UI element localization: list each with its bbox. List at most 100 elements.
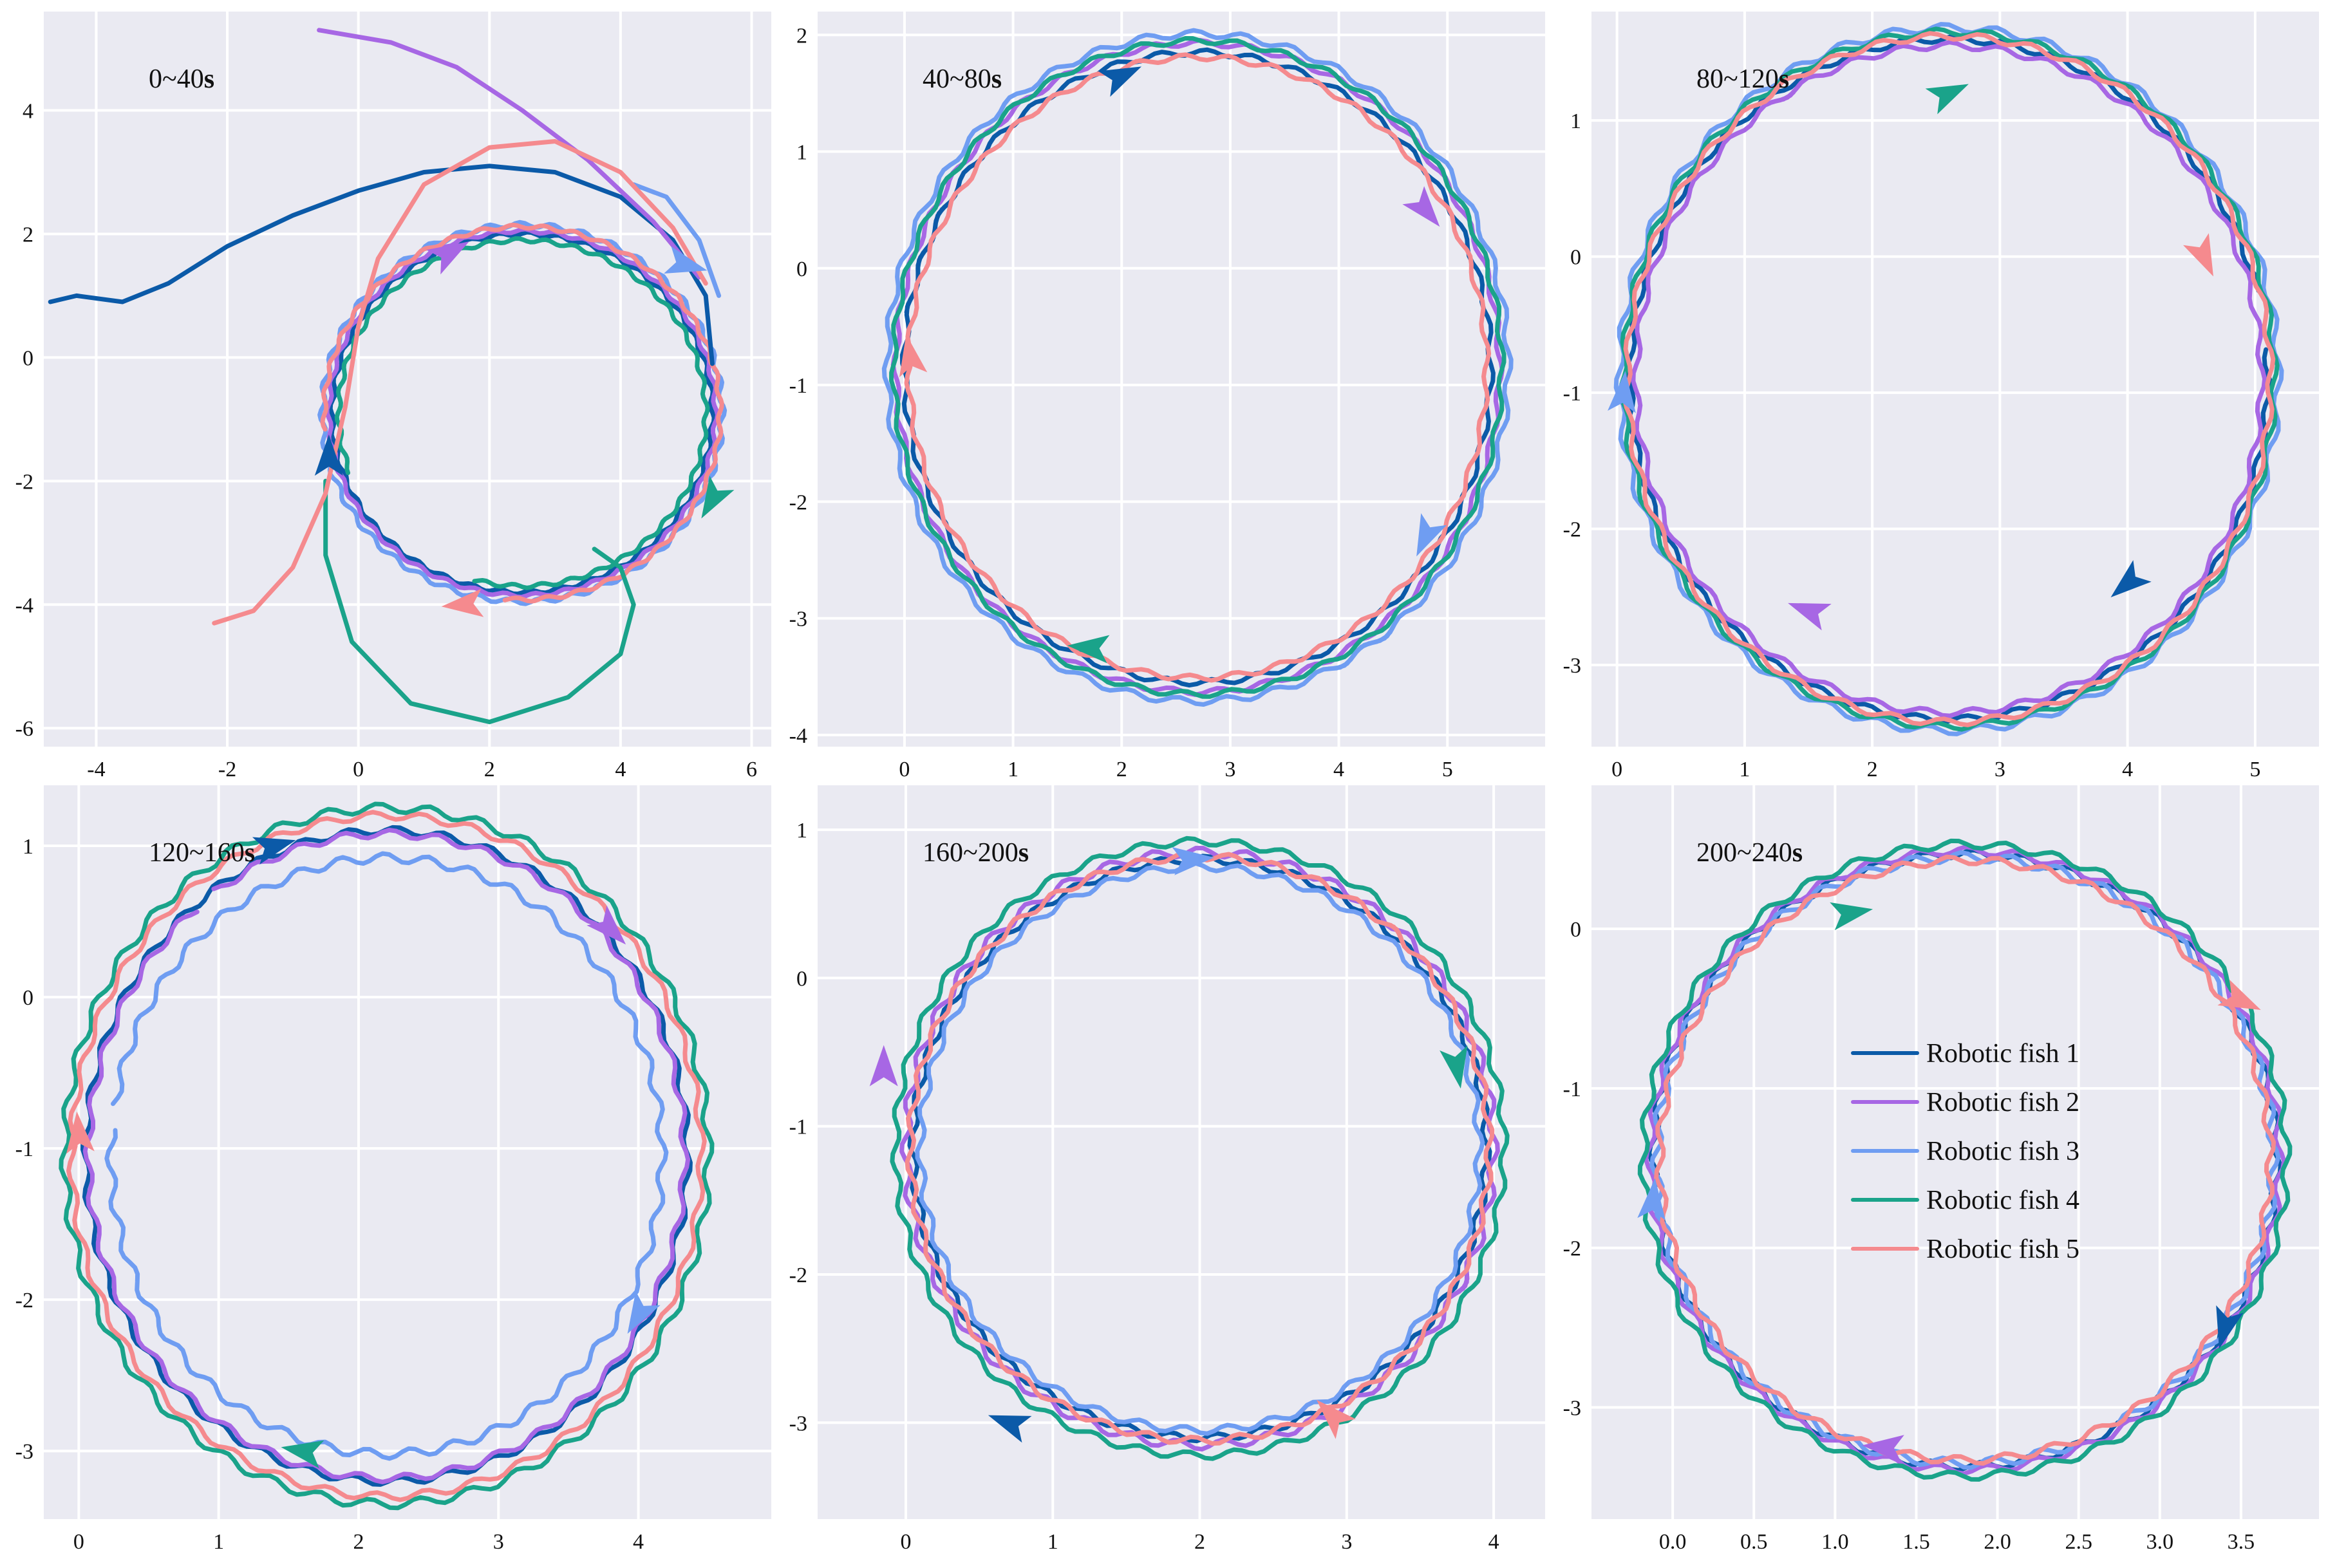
panel-title: 120~160s bbox=[149, 838, 255, 868]
direction-arrow-fish-4 bbox=[281, 1440, 324, 1469]
trajectory-fish-3 bbox=[881, 28, 1514, 707]
x-tick-label: 4 bbox=[1333, 758, 1344, 781]
y-tick-label: 2 bbox=[796, 24, 807, 48]
y-tick-label: -2 bbox=[1563, 518, 1581, 542]
y-tick-label: 1 bbox=[23, 835, 33, 859]
y-tick-label: -1 bbox=[789, 374, 807, 398]
panel-4: 0 1 2 3 4 -3 -2 -1 0 1 120~160s bbox=[15, 785, 771, 1554]
trajectory-fish-5 bbox=[904, 52, 1492, 683]
x-tick-label: 5 bbox=[1442, 758, 1453, 781]
x-tick-label: 3 bbox=[1341, 1530, 1352, 1554]
trajectory-fish-3 bbox=[1649, 850, 2281, 1470]
direction-arrow-fish-4 bbox=[1830, 902, 1873, 931]
direction-arrow-fish-4 bbox=[1440, 1045, 1468, 1089]
y-tick-label: -3 bbox=[1563, 654, 1581, 678]
trajectory-fish-1 bbox=[907, 854, 1492, 1444]
x-tick-label: 4 bbox=[2122, 758, 2133, 781]
y-tick-label: -3 bbox=[789, 1412, 807, 1435]
panel-title: 80~120s bbox=[1696, 64, 1789, 94]
direction-arrow-fish-3 bbox=[1172, 846, 1214, 875]
x-tick-label: 0 bbox=[1611, 758, 1622, 781]
x-tick-label: 2 bbox=[353, 1530, 364, 1554]
panel-title: 200~240s bbox=[1696, 838, 1803, 868]
x-tick-label: 3 bbox=[493, 1530, 504, 1554]
x-tick-label: 2 bbox=[484, 758, 495, 781]
x-tick-label: 3.0 bbox=[2146, 1530, 2174, 1554]
y-tick-label: 0 bbox=[1570, 918, 1581, 942]
x-tick-label: 4 bbox=[633, 1530, 644, 1554]
approach-path-fish-3 bbox=[631, 182, 722, 298]
direction-arrow-fish-4 bbox=[701, 476, 735, 519]
y-tick-label: 1 bbox=[1570, 109, 1581, 133]
direction-arrow-fish-3 bbox=[664, 246, 708, 274]
panel-title: 0~40s bbox=[149, 64, 214, 94]
direction-arrow-fish-3 bbox=[627, 1291, 661, 1334]
panel-2-background bbox=[818, 12, 1545, 747]
legend-label-fish-2: Robotic fish 2 bbox=[1926, 1088, 2079, 1117]
direction-arrow-fish-1 bbox=[1098, 66, 1142, 97]
trajectory-fish-5 bbox=[320, 222, 724, 604]
direction-arrow-fish-5 bbox=[66, 1111, 95, 1154]
direction-arrow-fish-5 bbox=[2182, 233, 2213, 277]
y-tick-label: -4 bbox=[15, 593, 33, 617]
trajectory-fish-1 bbox=[1647, 848, 2283, 1473]
x-tick-label: 0 bbox=[899, 758, 910, 781]
x-tick-label: 6 bbox=[746, 758, 757, 781]
approach-path-fish-2 bbox=[317, 28, 702, 280]
panel-2: 0 1 2 3 4 5 -4 -3 -2 -1 0 1 2 40~80s bbox=[789, 12, 1545, 781]
direction-arrow-fish-2 bbox=[426, 241, 469, 275]
x-tick-label: 1.0 bbox=[1821, 1530, 1849, 1554]
trajectory-fish-4 bbox=[890, 835, 1510, 1461]
panel-title: 40~80s bbox=[923, 64, 1002, 94]
y-tick-label: -4 bbox=[789, 724, 807, 748]
x-tick-label: 4 bbox=[1488, 1530, 1499, 1554]
approach-path-fish-4 bbox=[323, 478, 636, 725]
x-tick-label: 5 bbox=[2249, 758, 2260, 781]
y-tick-label: 0 bbox=[1570, 246, 1581, 270]
x-tick-label: 1 bbox=[1008, 758, 1018, 781]
trajectory-fish-4 bbox=[1637, 838, 2293, 1482]
x-tick-label: 3.5 bbox=[2228, 1530, 2255, 1554]
legend-label-fish-4: Robotic fish 4 bbox=[1926, 1186, 2079, 1215]
x-tick-label: 0 bbox=[900, 1530, 911, 1554]
legend: Robotic fish 1 Robotic fish 2 Robotic fi… bbox=[1851, 1039, 2079, 1264]
y-tick-label: -2 bbox=[15, 470, 33, 494]
direction-arrow-fish-1 bbox=[252, 837, 296, 865]
x-tick-label: 3 bbox=[1994, 758, 2005, 781]
y-tick-label: -3 bbox=[789, 608, 807, 631]
y-tick-label: -1 bbox=[1563, 1078, 1581, 1101]
x-tick-label: 1 bbox=[1047, 1530, 1058, 1554]
panel-title: 160~200s bbox=[923, 838, 1029, 868]
direction-arrow-fish-4 bbox=[1067, 635, 1110, 664]
y-tick-label: -2 bbox=[789, 1264, 807, 1287]
x-tick-label: 2 bbox=[1116, 758, 1127, 781]
direction-arrow-fish-5 bbox=[441, 588, 484, 617]
x-tick-label: 2 bbox=[1194, 1530, 1205, 1554]
direction-arrow-fish-5 bbox=[2217, 979, 2261, 1010]
x-tick-label: 0 bbox=[73, 1530, 84, 1554]
trajectory-fish-2 bbox=[82, 828, 691, 1484]
direction-arrow-fish-5 bbox=[899, 334, 928, 378]
trajectory-fish-4 bbox=[889, 36, 1506, 699]
x-tick-label: 3 bbox=[1225, 758, 1235, 781]
trajectory-fish-3 bbox=[915, 861, 1485, 1436]
y-tick-label: -2 bbox=[15, 1289, 33, 1312]
approach-path-fish-5 bbox=[212, 139, 708, 626]
trajectory-fish-5 bbox=[1622, 31, 2276, 727]
direction-arrow-fish-2 bbox=[869, 1045, 898, 1087]
panel-6-traces bbox=[1637, 838, 2293, 1482]
trajectory-fish-4 bbox=[59, 801, 715, 1511]
y-tick-label: 1 bbox=[796, 141, 807, 165]
trajectory-fish-5 bbox=[905, 851, 1495, 1446]
y-tick-label: 0 bbox=[23, 346, 33, 370]
x-tick-label: 1 bbox=[1739, 758, 1750, 781]
x-tick-label: 2 bbox=[1867, 758, 1878, 781]
panel-6-background bbox=[1591, 785, 2319, 1519]
x-tick-label: 4 bbox=[615, 758, 626, 781]
x-tick-label: 0.5 bbox=[1740, 1530, 1768, 1554]
trajectory-fish-5 bbox=[66, 810, 707, 1502]
x-tick-label: 2.5 bbox=[2065, 1530, 2092, 1554]
y-tick-label: 0 bbox=[23, 986, 33, 1010]
direction-arrow-fish-2 bbox=[587, 905, 626, 945]
